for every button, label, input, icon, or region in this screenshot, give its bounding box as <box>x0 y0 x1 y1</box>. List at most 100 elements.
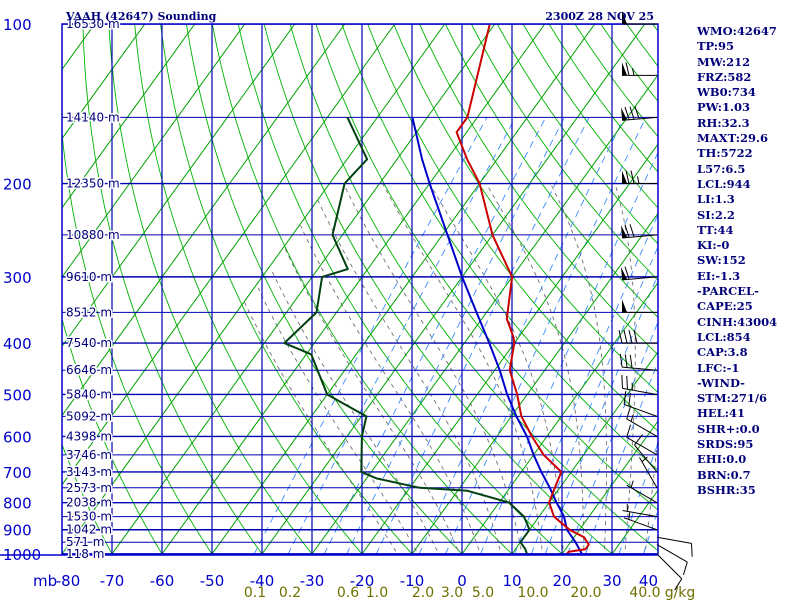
wind-barb <box>656 553 683 591</box>
wind-barb-feather <box>626 375 628 390</box>
wind-barb-staff <box>622 510 658 518</box>
index-item: HEL:41 <box>697 406 745 421</box>
wind-barb <box>656 536 693 557</box>
temperature-tick-label: 40 <box>639 572 658 590</box>
isotherm-line <box>361 143 658 554</box>
mixing-ratio-unit-label: g/kg <box>665 585 696 600</box>
wind-barb-pennant <box>621 225 628 238</box>
temperature-profile <box>455 24 590 554</box>
height-label: 5092 m <box>66 409 112 423</box>
temperature-tick-label: 30 <box>602 572 621 590</box>
wind-barb-staff <box>626 484 658 504</box>
mixing-ratio-tick-label: 0.1 <box>244 585 266 600</box>
wind-barb <box>623 391 658 417</box>
wind-barb-feather <box>618 329 623 344</box>
wind-barb <box>656 544 688 576</box>
dry-adiabat <box>82 24 263 554</box>
index-item: WB0:734 <box>697 85 756 100</box>
pressure-tick-label: 100 <box>3 16 32 34</box>
index-item: CAP:3.8 <box>697 345 748 360</box>
index-item: TP:95 <box>697 39 735 54</box>
wind-barb-staff <box>622 276 658 281</box>
temperature-tick-label: -20 <box>350 572 375 590</box>
wind-barb <box>622 170 657 185</box>
height-label: 5840 m <box>66 387 112 401</box>
wind-barb-feather <box>625 62 630 76</box>
x-axis-unit-label: mb <box>33 572 57 590</box>
dry-adiabat <box>341 24 658 471</box>
index-item: LI:1.3 <box>697 192 735 207</box>
temperature-tick-label: -40 <box>250 572 275 590</box>
dewpoint-profile <box>283 116 531 554</box>
height-label: 16530 m <box>66 17 120 31</box>
pressure-tick-label: 900 <box>3 522 32 540</box>
temperature-tick-label: -50 <box>200 572 225 590</box>
wind-barb-feather <box>624 354 628 368</box>
wind-barb-half-feather <box>630 480 634 488</box>
wind-barb-feather <box>628 392 631 407</box>
temperature-tick-label: 20 <box>552 572 571 590</box>
wind-barbs <box>618 11 693 591</box>
wind-barb-half-feather <box>630 414 634 422</box>
wind-barb-staff <box>639 457 658 489</box>
index-item: EI:-1.3 <box>697 268 741 283</box>
mixing-ratio-tick-label: 2.0 <box>412 585 434 600</box>
dry-adiabat <box>62 552 63 554</box>
height-label: 118 m <box>66 547 104 561</box>
wind-barb <box>623 512 658 531</box>
wind-barb-half-feather <box>637 176 640 184</box>
height-label: 1530 m <box>66 510 112 524</box>
height-label: 9610 m <box>66 270 112 284</box>
wind-barb-half-feather <box>632 68 635 76</box>
moist-adiabat <box>317 200 502 554</box>
wind-barb-feather <box>634 106 640 120</box>
wind-barb-feather <box>626 424 632 438</box>
mixing-ratio-line <box>418 117 625 554</box>
wind-barb-pennant <box>622 170 627 184</box>
chart-title: VAAH (42647) Sounding <box>65 10 217 23</box>
index-item: SRDS:95 <box>697 437 754 452</box>
wind-barb-feather <box>674 578 683 591</box>
isotherm-line <box>461 281 658 554</box>
mixing-ratio-tick-label: 0.2 <box>279 585 301 600</box>
mixing-ratio-tick-label: 3.0 <box>441 585 463 600</box>
isotherm-line <box>62 24 246 278</box>
index-item: EHI:0.0 <box>697 452 747 467</box>
wind-barb-feather <box>619 353 623 368</box>
moist-adiabat <box>343 183 523 554</box>
dry-adiabat <box>289 24 658 552</box>
wind-barb-feather <box>626 406 632 420</box>
isotherm-line <box>62 24 446 554</box>
isotherm-line <box>511 350 658 554</box>
pressure-tick-label: 500 <box>3 386 32 404</box>
temperature-tick-label: -80 <box>56 572 81 590</box>
index-item: FRZ:582 <box>697 69 752 84</box>
background-grid <box>0 24 658 565</box>
isotherm-line <box>561 420 658 554</box>
index-item: BRN:0.7 <box>697 467 751 482</box>
wind-barb <box>621 375 658 395</box>
index-item: CAPE:25 <box>697 299 753 314</box>
dry-adiabat <box>444 24 658 318</box>
height-label: 3143 m <box>66 465 112 479</box>
temperature-tick-label: 10 <box>502 572 521 590</box>
moist-adiabat <box>270 268 440 554</box>
dry-adiabat <box>0 24 17 565</box>
height-label: 14140 m <box>66 110 120 124</box>
wind-barb-feather <box>623 329 628 344</box>
data-lines <box>283 24 590 554</box>
dry-adiabat <box>211 24 513 554</box>
isotherm-line <box>62 24 146 140</box>
isotherm-line <box>62 24 296 348</box>
isotherm-line <box>161 24 546 554</box>
wind-barb-feather <box>621 375 624 389</box>
height-label: 6646 m <box>66 363 112 377</box>
dry-adiabat <box>496 24 658 245</box>
wind-barb-staff <box>622 366 658 371</box>
temperature-tick-label: -60 <box>150 572 175 590</box>
mixing-ratio-tick-label: 0.6 <box>337 585 359 600</box>
index-item: TH:5722 <box>697 146 753 161</box>
isotherm-line <box>211 24 596 554</box>
mixing-ratio-tick-label: 5.0 <box>472 585 494 600</box>
dry-adiabat <box>393 24 658 394</box>
